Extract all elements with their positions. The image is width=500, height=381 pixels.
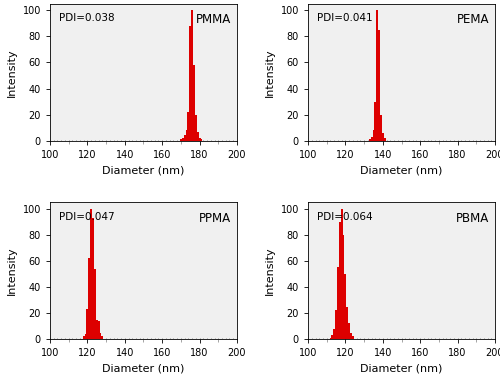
Bar — [342, 235, 344, 339]
X-axis label: Diameter (nm): Diameter (nm) — [102, 165, 184, 175]
Bar — [102, 336, 103, 339]
Bar — [94, 269, 96, 339]
Text: PEMA: PEMA — [457, 13, 490, 26]
Bar — [350, 333, 352, 339]
Text: PDI=0.038: PDI=0.038 — [60, 13, 115, 23]
Bar — [340, 209, 342, 339]
Bar — [86, 309, 88, 339]
Bar — [378, 30, 380, 141]
Bar — [374, 102, 376, 141]
Bar — [330, 338, 332, 339]
Bar — [198, 138, 200, 141]
Bar — [352, 336, 354, 339]
Bar — [339, 222, 340, 339]
Bar — [195, 115, 197, 141]
Text: PDI=0.047: PDI=0.047 — [60, 212, 115, 222]
Y-axis label: Intensity: Intensity — [265, 48, 275, 96]
Bar — [200, 139, 202, 141]
X-axis label: Diameter (nm): Diameter (nm) — [102, 364, 184, 374]
Y-axis label: Intensity: Intensity — [7, 48, 17, 96]
Bar — [96, 320, 98, 339]
Bar — [334, 329, 335, 339]
Bar — [337, 267, 339, 339]
Bar — [186, 130, 188, 141]
Bar — [193, 65, 195, 141]
Y-axis label: Intensity: Intensity — [7, 247, 17, 295]
Bar — [344, 274, 346, 339]
Bar — [348, 323, 350, 339]
Bar — [82, 336, 84, 339]
Bar — [382, 133, 384, 141]
Bar — [370, 137, 372, 141]
Bar — [88, 258, 90, 339]
Bar — [100, 333, 102, 339]
Bar — [197, 131, 198, 141]
Text: PPMA: PPMA — [199, 212, 232, 225]
Bar — [180, 139, 182, 141]
Bar — [188, 112, 190, 141]
Bar — [190, 26, 191, 141]
X-axis label: Diameter (nm): Diameter (nm) — [360, 165, 442, 175]
Bar — [92, 218, 94, 339]
Bar — [332, 335, 334, 339]
Y-axis label: Intensity: Intensity — [265, 247, 275, 295]
Text: PDI=0.041: PDI=0.041 — [318, 13, 373, 23]
Bar — [191, 10, 193, 141]
Bar — [376, 10, 378, 141]
Text: PMMA: PMMA — [196, 13, 232, 26]
Bar — [90, 209, 92, 339]
Bar — [335, 311, 337, 339]
Bar — [380, 115, 382, 141]
Bar — [98, 321, 100, 339]
Bar — [346, 306, 348, 339]
Bar — [184, 136, 186, 141]
Bar — [182, 138, 184, 141]
Bar — [384, 138, 386, 141]
Bar — [372, 130, 374, 141]
Text: PBMA: PBMA — [456, 212, 490, 225]
Bar — [369, 139, 370, 141]
Text: PDI=0.064: PDI=0.064 — [318, 212, 373, 222]
X-axis label: Diameter (nm): Diameter (nm) — [360, 364, 442, 374]
Bar — [84, 334, 86, 339]
